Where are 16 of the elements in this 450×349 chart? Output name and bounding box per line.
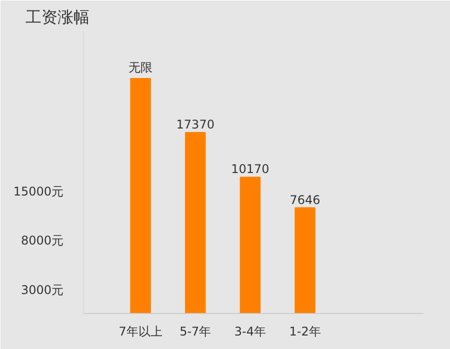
annotation: 17370 — [176, 118, 214, 132]
text: 8000元 — [20, 234, 64, 248]
x-tick-label: 5-7年 — [180, 324, 212, 338]
annotation: 10170 — [231, 162, 270, 176]
x-tick-label: 1-2年 — [289, 324, 321, 338]
bar — [130, 78, 151, 314]
x-tick-label: 3-4年 — [234, 324, 266, 338]
chart-title: 工资涨幅 — [26, 8, 90, 26]
x-tick-label: 7年以上 — [118, 324, 162, 338]
text: 3000元 — [20, 283, 64, 297]
annotation: 7646 — [290, 192, 320, 207]
annotation: 无限 — [128, 60, 153, 74]
text: 15000元 — [13, 184, 64, 198]
bar — [185, 132, 206, 314]
bar — [240, 176, 261, 314]
bar — [294, 207, 316, 314]
